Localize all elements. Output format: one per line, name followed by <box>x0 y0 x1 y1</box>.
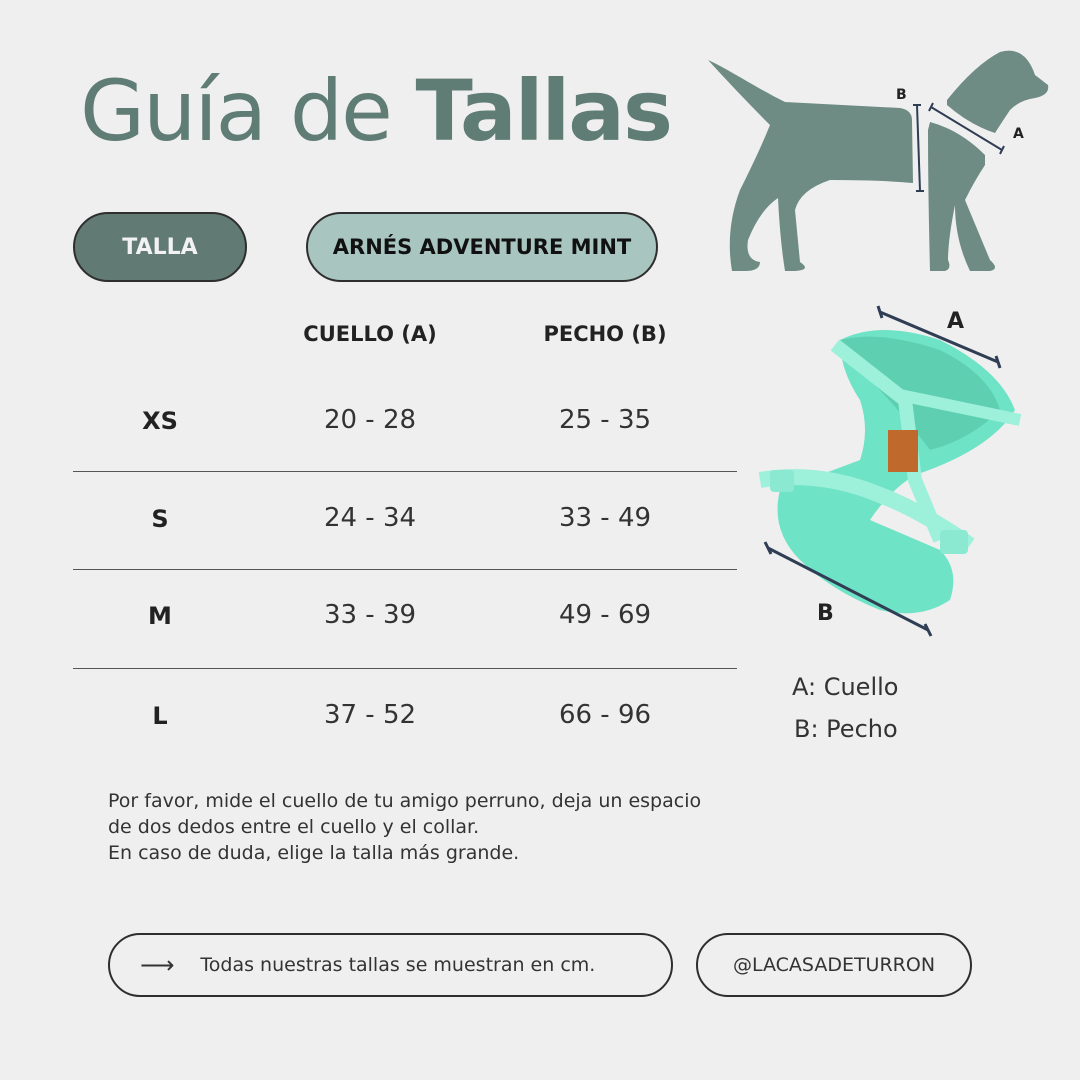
title-light: Guía de <box>80 62 393 160</box>
neck-measure-line <box>928 102 1005 155</box>
harness-image: A B <box>758 305 1022 637</box>
row-divider <box>73 569 737 570</box>
size-label-pill: TALLA <box>73 212 247 282</box>
dog-mark-a: A <box>1013 126 1024 142</box>
dog-chest-silhouette <box>928 122 995 271</box>
size-cell: S <box>151 505 169 533</box>
note-line: En caso de duda, elige la talla más gran… <box>108 842 520 864</box>
row-divider <box>73 471 737 472</box>
chest-measure-line <box>913 104 924 192</box>
title-bold: Tallas <box>415 62 673 160</box>
measurement-legend: A: Cuello B: Pecho <box>792 666 898 750</box>
neck-cell: 24 - 34 <box>323 503 417 533</box>
brand-tag <box>888 430 918 472</box>
column-header-neck: CUELLO (A) <box>303 322 437 346</box>
dog-head-silhouette <box>947 50 1049 133</box>
units-notice-pill: ⟶ Todas nuestras tallas se muestran en c… <box>108 933 673 997</box>
column-header-chest: PECHO (B) <box>543 322 667 346</box>
chest-cell: 66 - 96 <box>558 700 652 730</box>
chest-cell: 25 - 35 <box>558 405 652 435</box>
measurement-note: Por favor, mide el cuello de tu amigo pe… <box>108 788 701 866</box>
harness-illustration <box>758 330 1022 614</box>
legend-neck: A: Cuello <box>792 673 899 701</box>
size-cell: L <box>152 702 168 730</box>
arrow-right-icon: ⟶ <box>140 951 175 979</box>
neck-cell: 37 - 52 <box>323 700 417 730</box>
legend-chest: B: Pecho <box>794 715 898 743</box>
neck-cell: 20 - 28 <box>323 405 417 435</box>
social-handle-text: @LACASADETURRON <box>732 954 936 976</box>
chest-measure-line <box>763 541 933 637</box>
social-handle-pill: @LACASADETURRON <box>696 933 972 997</box>
chest-cell: 33 - 49 <box>558 503 652 533</box>
dog-body-silhouette <box>708 60 913 271</box>
harness-mark-b: B <box>817 601 834 626</box>
note-line: de dos dedos entre el cuello y el collar… <box>108 816 480 838</box>
chest-cell: 49 - 69 <box>558 600 652 630</box>
units-notice-text: Todas nuestras tallas se muestran en cm. <box>200 954 596 976</box>
dog-mark-b: B <box>896 87 907 103</box>
harness-mark-a: A <box>947 309 964 334</box>
neck-measure-line <box>876 305 1002 369</box>
note-line: Por favor, mide el cuello de tu amigo pe… <box>108 790 702 812</box>
neck-cell: 33 - 39 <box>323 600 417 630</box>
size-cell: XS <box>142 407 178 435</box>
size-cell: M <box>148 602 172 630</box>
product-label-pill: ARNÉS ADVENTURE MINT <box>306 212 658 282</box>
dog-measurement-diagram: B A <box>708 50 1049 271</box>
page-title: Guía de Tallas <box>80 62 673 160</box>
row-divider <box>73 668 737 669</box>
